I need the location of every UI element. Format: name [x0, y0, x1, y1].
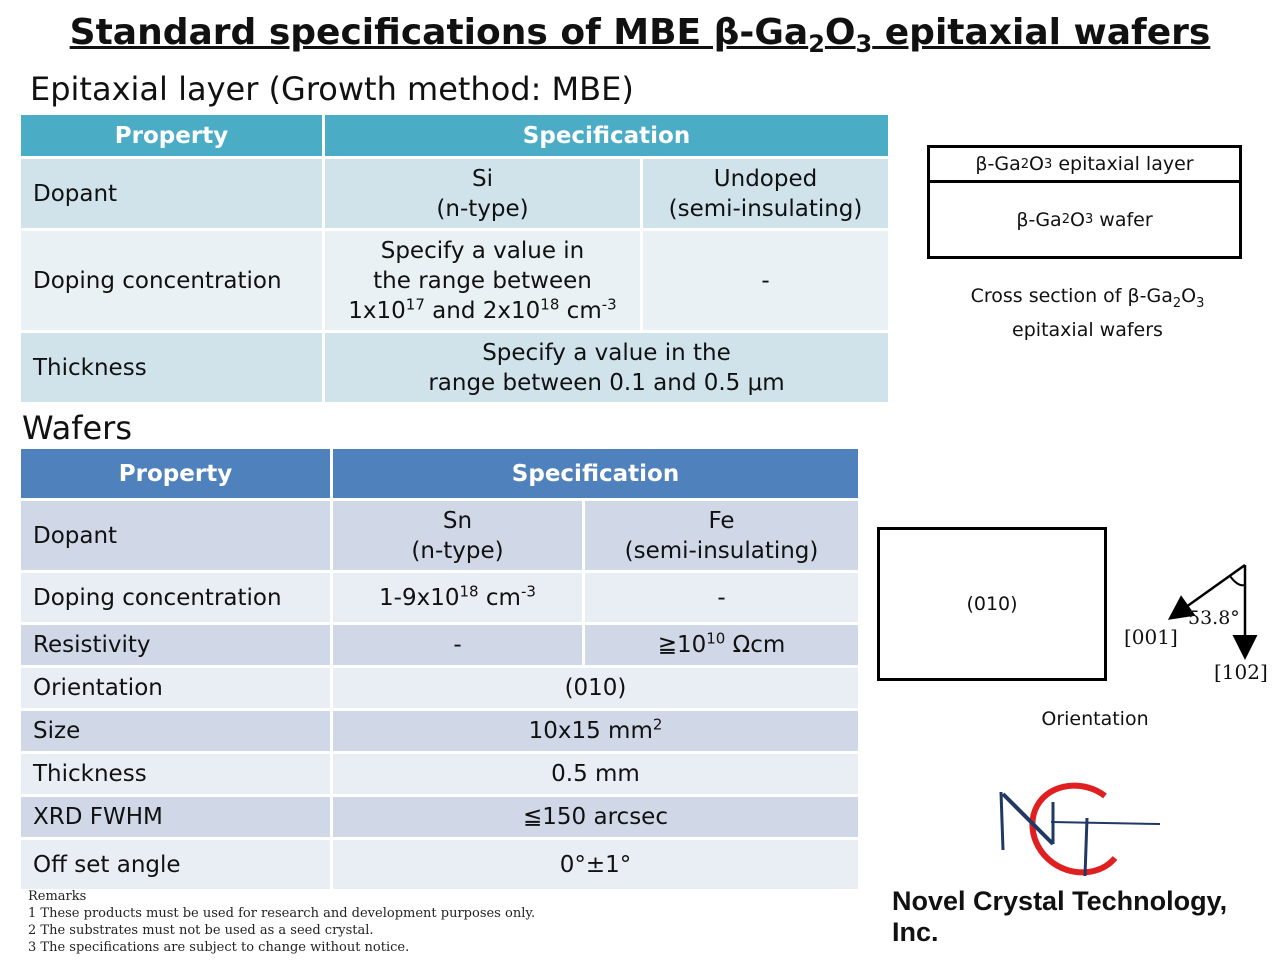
xrd-value: ≦150 arcsec	[330, 794, 861, 840]
col-property: Property	[18, 112, 325, 159]
thickness-value: Specify a value in the range between 0.1 …	[322, 330, 891, 405]
table-row: Doping concentration Specify a value in …	[18, 228, 891, 333]
table-row: Dopant Sn (n-type) Fe (semi-insulating)	[18, 498, 861, 573]
res-fe: ≧1010 Ωcm	[582, 622, 861, 668]
table-row: XRD FWHM ≦150 arcsec	[18, 794, 861, 840]
page-title: Standard specifications of MBE β-Ga2O3 e…	[69, 12, 1211, 59]
conc-undoped: -	[640, 228, 891, 333]
epitaxial-layer-box: β-Ga 2 O 3 epitaxial layer	[927, 145, 1242, 183]
conc-fe: -	[582, 570, 861, 625]
dopant-sn: Sn (n-type)	[330, 498, 585, 573]
cross-section-caption: Cross section of β-Ga2O3 epitaxial wafer…	[970, 285, 1205, 341]
row-label: Thickness	[18, 330, 325, 405]
angle-arc	[1229, 575, 1246, 587]
row-label: Thickness	[18, 751, 333, 797]
conc-sn: 1-9x1018 cm-3	[330, 570, 585, 625]
row-label: Doping concentration	[18, 228, 325, 333]
table-row: Doping concentration 1-9x1018 cm-3 -	[18, 570, 861, 625]
company-name: Novel Crystal Technology, Inc.	[892, 886, 1228, 947]
remark-item: 2 The substrates must not be used as a s…	[28, 923, 374, 938]
epitaxial-spec-table: Property Specification Dopant Si (n-type)…	[18, 112, 891, 405]
col-specification: Specification	[322, 112, 891, 159]
row-label: XRD FWHM	[18, 794, 333, 840]
table-row: Thickness 0.5 mm	[18, 751, 861, 797]
table-row: Resistivity - ≧1010 Ωcm	[18, 622, 861, 668]
table-row: Off set angle 0°±1°	[18, 837, 861, 892]
table-row: Dopant Si (n-type) Undoped (semi-insulatin…	[18, 156, 891, 231]
orientation-value: (010)	[330, 665, 861, 711]
offset-value: 0°±1°	[330, 837, 861, 892]
direction-102-label: [102]	[1214, 660, 1268, 684]
wafer-box: β-Ga 2 O 3 wafer	[927, 180, 1242, 259]
size-value: 10x15 mm2	[330, 708, 861, 754]
row-label: Dopant	[18, 156, 325, 231]
conc-si: Specify a value in the range between 1x1…	[322, 228, 643, 333]
row-label: Orientation	[18, 665, 333, 711]
table-row: Thickness Specify a value in the range be…	[18, 330, 891, 405]
orientation-caption: Orientation	[1041, 708, 1149, 730]
dopant-fe: Fe (semi-insulating)	[582, 498, 861, 573]
col-specification: Specification	[330, 446, 861, 501]
orientation-face-box: (010)	[877, 527, 1107, 681]
wafers-heading: Wafers	[22, 409, 132, 447]
direction-001-label: [001]	[1124, 625, 1178, 649]
orientation-arrows	[1167, 563, 1258, 660]
row-label: Resistivity	[18, 622, 333, 668]
epitaxial-heading: Epitaxial layer (Growth method: MBE)	[30, 70, 634, 108]
thickness-value: 0.5 mm	[330, 751, 861, 797]
remark-item: 1 These products must be used for resear…	[28, 906, 536, 921]
company-logo-icon	[999, 782, 1161, 877]
remarks-heading: Remarks	[28, 889, 87, 904]
row-label: Off set angle	[18, 837, 333, 892]
row-label: Dopant	[18, 498, 333, 573]
row-label: Size	[18, 708, 333, 754]
col-property: Property	[18, 446, 333, 501]
table-row: Orientation (010)	[18, 665, 861, 711]
dopant-si: Si (n-type)	[322, 156, 643, 231]
remarks: Remarks 1 These products must be used fo…	[28, 888, 535, 956]
row-label: Doping concentration	[18, 570, 333, 625]
res-sn: -	[330, 622, 585, 668]
angle-label: 53.8°	[1188, 607, 1240, 629]
arrow-001	[1167, 563, 1246, 620]
table-row: Size 10x15 mm2	[18, 708, 861, 754]
dopant-undoped: Undoped (semi-insulating)	[640, 156, 891, 231]
remark-item: 3 The specifications are subject to chan…	[28, 940, 410, 955]
wafer-spec-table: Property Specification Dopant Sn (n-type)…	[18, 446, 861, 892]
